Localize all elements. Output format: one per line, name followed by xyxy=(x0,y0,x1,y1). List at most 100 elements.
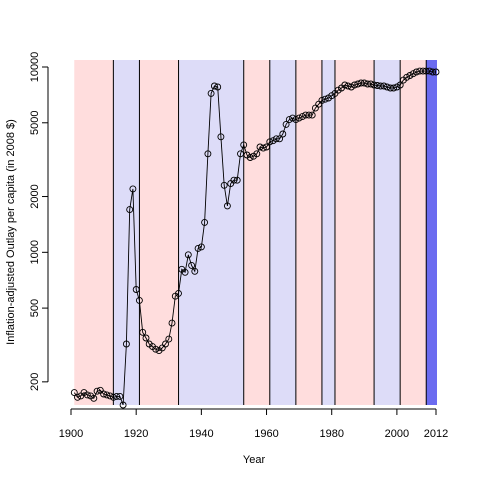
data-point-1948 xyxy=(223,202,231,210)
data-point-1943 xyxy=(207,89,215,97)
data-point-1910 xyxy=(100,390,108,398)
data-point-1944 xyxy=(210,82,218,90)
background-band-1 xyxy=(113,60,140,405)
data-point-1991 xyxy=(364,80,372,88)
data-point-1917 xyxy=(122,340,130,348)
data-point-1998 xyxy=(386,84,394,92)
x-axis: 1900 1920 1940 1960 1980 2000 2012 xyxy=(59,408,448,440)
y-tick-label-2000: 2000 xyxy=(29,184,41,208)
data-point-1942 xyxy=(204,150,212,158)
data-point-1937 xyxy=(188,261,196,269)
data-point-1908 xyxy=(93,387,101,395)
background-band-11 xyxy=(426,60,437,405)
x-tick-label-2012: 2012 xyxy=(424,428,448,440)
data-point-1989 xyxy=(357,79,365,87)
data-point-1912 xyxy=(106,392,114,400)
background-band-7 xyxy=(321,60,335,405)
data-point-1960 xyxy=(263,143,270,151)
data-point-1940 xyxy=(197,243,205,251)
series-line xyxy=(73,70,436,406)
data-point-2006 xyxy=(412,68,420,76)
background-band-4 xyxy=(243,60,270,405)
data-point-1964 xyxy=(276,135,284,143)
data-point-2004 xyxy=(406,72,414,79)
data-point-1914 xyxy=(113,392,121,400)
data-point-1907 xyxy=(90,394,98,402)
data-point-1985 xyxy=(344,82,352,90)
data-point-1961 xyxy=(266,138,274,146)
data-point-2010 xyxy=(426,67,433,75)
data-point-1990 xyxy=(360,79,368,87)
points-layer xyxy=(70,67,440,409)
data-point-1921 xyxy=(135,296,143,304)
data-point-1955 xyxy=(246,154,254,161)
background-band-10 xyxy=(400,60,427,405)
data-point-1984 xyxy=(341,81,349,89)
data-point-1971 xyxy=(298,113,306,121)
background-band-8 xyxy=(334,60,375,405)
data-point-1915 xyxy=(116,392,124,400)
data-point-1973 xyxy=(305,111,313,119)
data-point-1930 xyxy=(165,335,173,343)
y-tick-label-500: 500 xyxy=(29,299,41,317)
data-point-2008 xyxy=(419,67,427,75)
data-point-1923 xyxy=(142,334,150,342)
data-point-1957 xyxy=(253,150,261,158)
data-point-1911 xyxy=(103,391,111,399)
data-point-1988 xyxy=(354,80,362,88)
y-axis: 200 500 1000 2000 5000 10000 xyxy=(29,52,49,391)
data-point-1939 xyxy=(194,244,202,252)
data-point-1993 xyxy=(370,81,378,89)
x-tick-label-1980: 1980 xyxy=(319,428,343,440)
data-point-1987 xyxy=(351,81,358,89)
data-point-2001 xyxy=(396,81,404,89)
data-point-1938 xyxy=(191,267,199,275)
x-tick-label-2000: 2000 xyxy=(385,428,409,440)
x-axis-title: Year xyxy=(243,454,266,466)
y-tick-label-200: 200 xyxy=(29,373,41,391)
data-point-1963 xyxy=(272,135,280,143)
data-point-2011 xyxy=(429,68,437,76)
data-point-1965 xyxy=(279,130,287,138)
background-band-0 xyxy=(74,60,114,405)
data-point-1913 xyxy=(109,393,117,401)
background-band-3 xyxy=(178,60,244,405)
x-tick-label-1920: 1920 xyxy=(124,428,148,440)
data-point-1967 xyxy=(285,116,293,124)
data-point-1933 xyxy=(175,289,182,297)
data-point-1966 xyxy=(282,120,290,128)
x-tick-label-1960: 1960 xyxy=(254,428,278,440)
data-point-1970 xyxy=(295,114,303,122)
y-axis-title: Inflation-adjusted Outlay per capita (in… xyxy=(5,119,17,345)
y-tick-label-10000: 10000 xyxy=(29,52,41,83)
data-point-1952 xyxy=(237,150,244,158)
data-point-1920 xyxy=(132,286,140,293)
data-point-1958 xyxy=(256,143,264,151)
data-point-1936 xyxy=(184,251,192,259)
data-point-1953 xyxy=(240,141,248,149)
x-tick-label-1940: 1940 xyxy=(189,428,213,440)
data-point-2009 xyxy=(422,67,430,75)
data-point-2007 xyxy=(416,67,424,75)
data-point-1945 xyxy=(214,83,222,91)
data-point-1935 xyxy=(181,268,189,276)
data-point-1974 xyxy=(308,111,316,119)
data-point-1922 xyxy=(139,328,147,336)
data-point-1959 xyxy=(259,144,267,152)
bands-layer xyxy=(74,60,437,405)
background-band-9 xyxy=(374,60,401,405)
data-point-1902 xyxy=(74,393,81,401)
data-point-1951 xyxy=(233,176,241,184)
data-point-1950 xyxy=(230,176,238,184)
data-point-1926 xyxy=(152,345,160,353)
background-band-5 xyxy=(269,60,296,405)
data-point-1972 xyxy=(302,111,310,119)
data-point-2005 xyxy=(409,70,417,78)
y-tick-label-5000: 5000 xyxy=(29,111,41,135)
data-point-1929 xyxy=(162,340,169,348)
data-point-1997 xyxy=(383,83,391,91)
data-point-1992 xyxy=(367,80,375,88)
data-point-1977 xyxy=(318,96,326,104)
data-point-1969 xyxy=(292,116,300,124)
